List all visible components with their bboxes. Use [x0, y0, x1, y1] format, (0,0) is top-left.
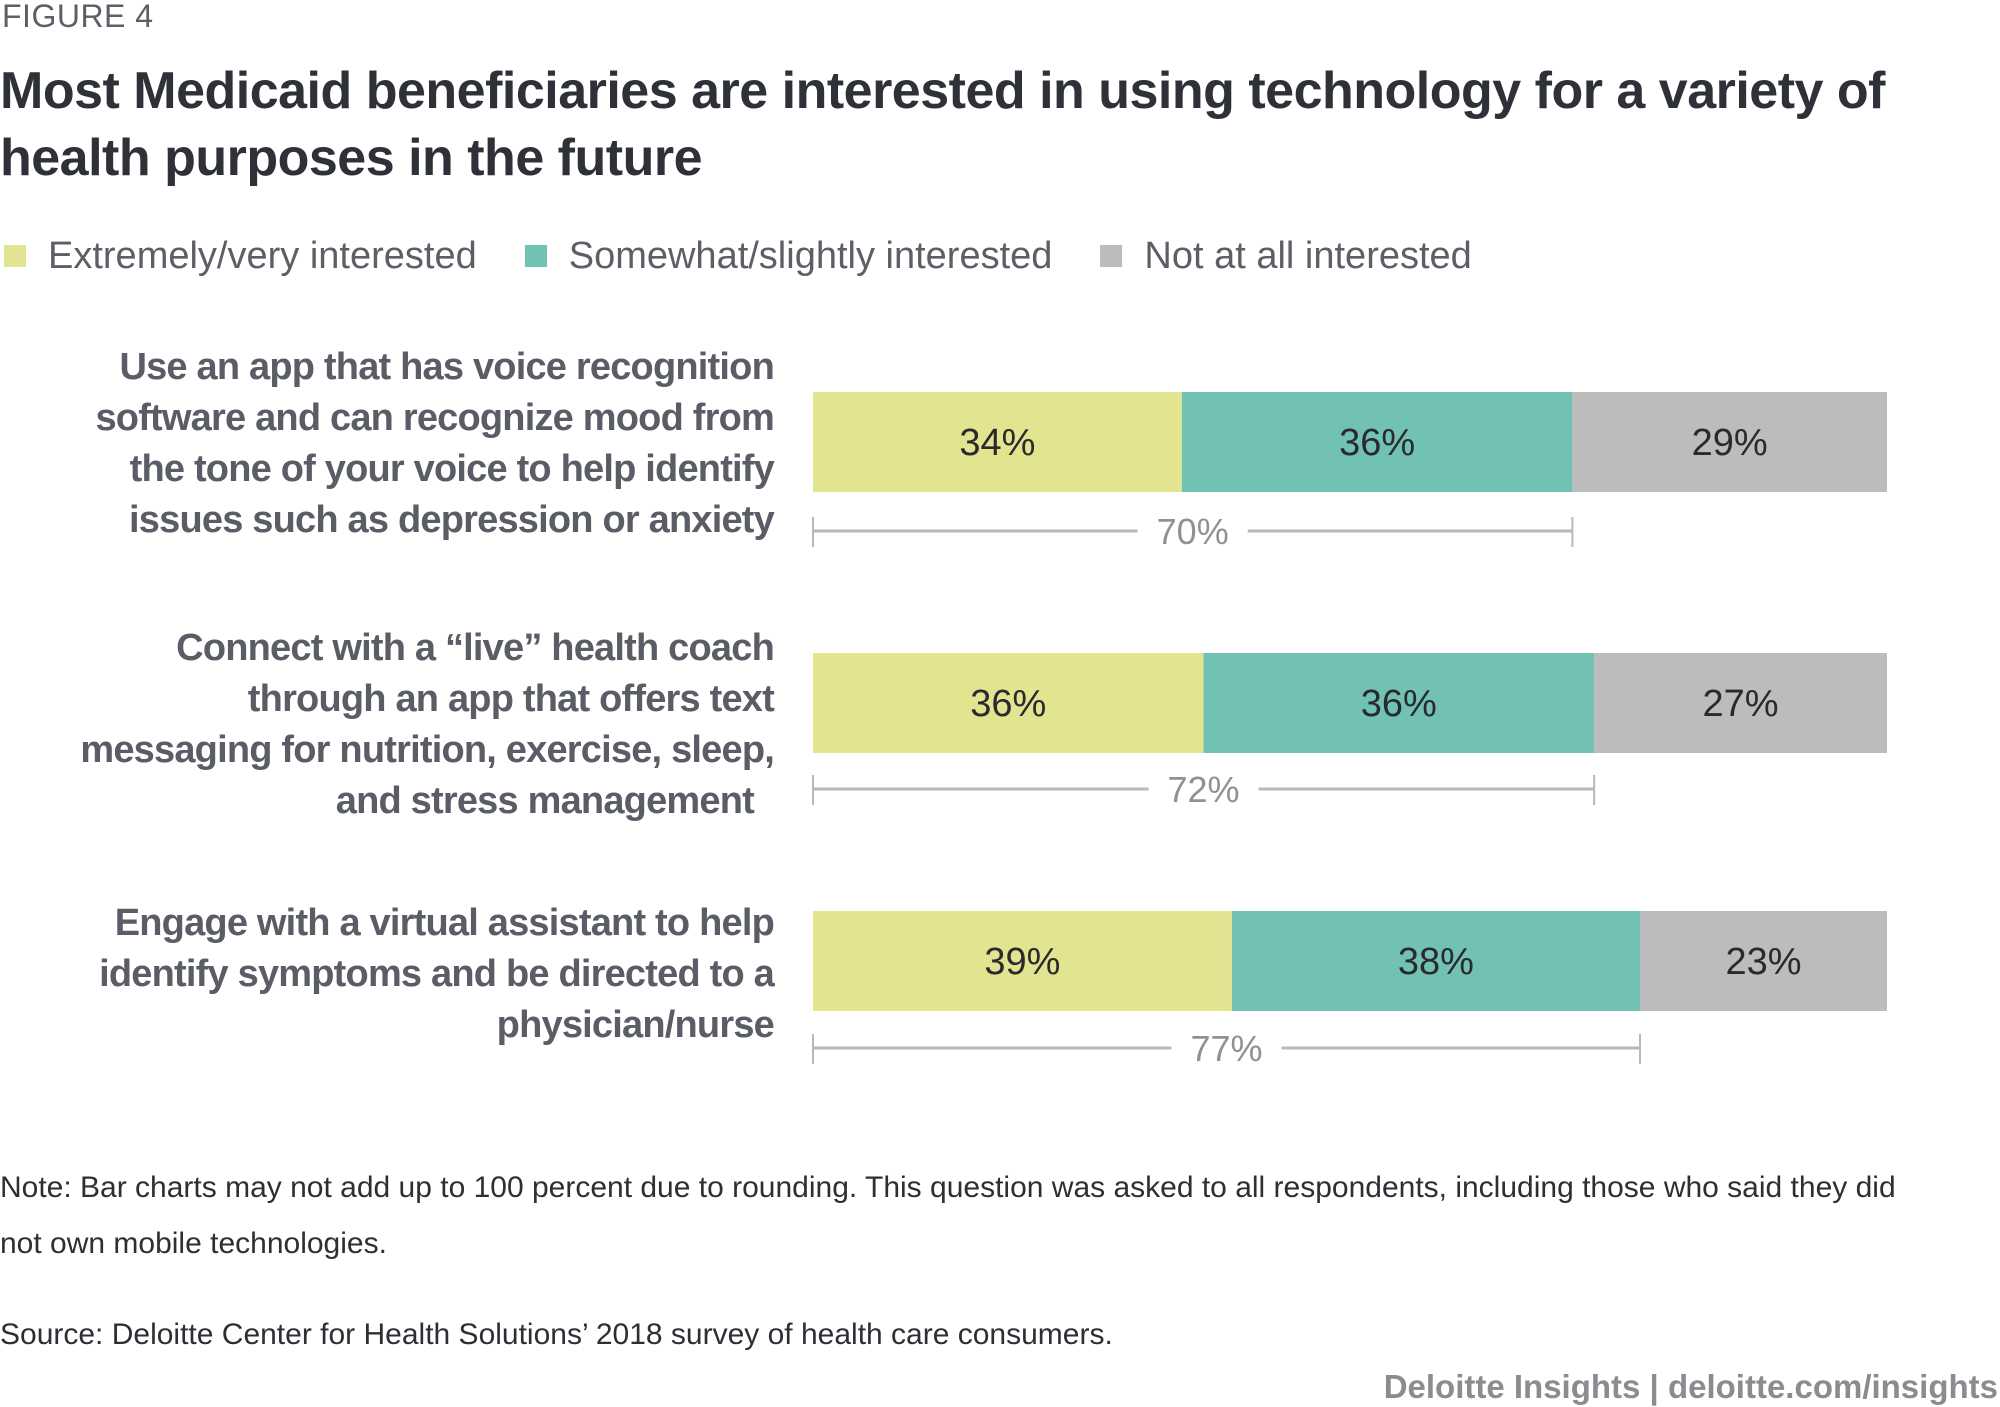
bar-somewhat	[1181, 392, 1573, 492]
legend-label-extremely: Extremely/very interested	[48, 234, 477, 277]
total-interest-label: 72%	[1168, 769, 1240, 810]
category-label-line: Engage with a virtual assistant to help	[114, 902, 775, 944]
category-label-health-coach: Connect with a “live” health coach throug…	[80, 623, 774, 827]
total-interest-label: 70%	[1157, 511, 1229, 552]
legend-swatch-somewhat	[524, 245, 547, 267]
data-label: 34%	[959, 422, 1035, 464]
data-label: 23%	[1725, 941, 1801, 983]
data-label: 29%	[1692, 422, 1768, 464]
legend-item-extremely: Extremely/very interested	[0, 235, 477, 278]
category-label-line: identify symptoms and be directed to a	[99, 953, 775, 995]
category-label-line: messaging for nutrition, exercise, sleep…	[80, 729, 774, 771]
legend: Extremely/very interested Somewhat/sligh…	[0, 232, 1516, 280]
category-label-virtual-assistant: Engage with a virtual assistant to help i…	[99, 898, 775, 1051]
legend-label-not-at-all: Not at all interested	[1144, 234, 1472, 277]
bar-somewhat	[1231, 911, 1640, 1011]
data-label: 38%	[1398, 941, 1474, 983]
legend-swatch-extremely	[4, 245, 26, 267]
legend-swatch-not-at-all	[1100, 245, 1123, 267]
data-label: 36%	[1339, 422, 1415, 464]
category-label-line: Use an app that has voice recognition	[119, 346, 774, 388]
bar-extremely	[813, 653, 1204, 753]
brand-credit: Deloitte Insights | deloitte.com/insight…	[1383, 1368, 1998, 1405]
category-label-line: through an app that offers text	[247, 678, 775, 720]
bar-not-at-all	[1639, 911, 1887, 1011]
bar-extremely	[813, 392, 1182, 492]
category-label-line: the tone of your voice to help identify	[129, 448, 775, 490]
figure-label: FIGURE 4	[2, 0, 154, 34]
bar-not-at-all	[1594, 653, 1887, 753]
data-label: 36%	[1361, 683, 1437, 725]
category-label-line: software and can recognize mood from	[95, 397, 774, 439]
category-label-line: issues such as depression or anxiety	[129, 499, 775, 541]
bar-extremely	[813, 911, 1232, 1011]
data-label: 39%	[984, 941, 1060, 983]
chart-title: Most Medicaid beneficiaries are interest…	[0, 62, 1885, 187]
total-interest-label: 77%	[1190, 1028, 1262, 1069]
legend-item-not-at-all: Not at all interested	[1096, 234, 1472, 278]
bar-somewhat	[1203, 653, 1595, 753]
bar-not-at-all	[1572, 392, 1887, 492]
category-label-line: Connect with a “live” health coach	[176, 627, 775, 669]
data-label: 36%	[970, 683, 1046, 725]
category-label-line: physician/nurse	[496, 1004, 775, 1046]
legend-item-somewhat: Somewhat/slightly interested	[521, 234, 1053, 278]
data-label: 27%	[1703, 683, 1779, 725]
source-note: Source: Deloitte Center for Health Solut…	[0, 1318, 1113, 1351]
footnote: Note: Bar charts may not add up to 100 p…	[0, 1171, 1896, 1260]
legend-label-somewhat: Somewhat/slightly interested	[568, 234, 1053, 277]
category-label-voice-app: Use an app that has voice recognition sof…	[95, 342, 774, 546]
category-label-line: and stress management	[335, 780, 755, 822]
